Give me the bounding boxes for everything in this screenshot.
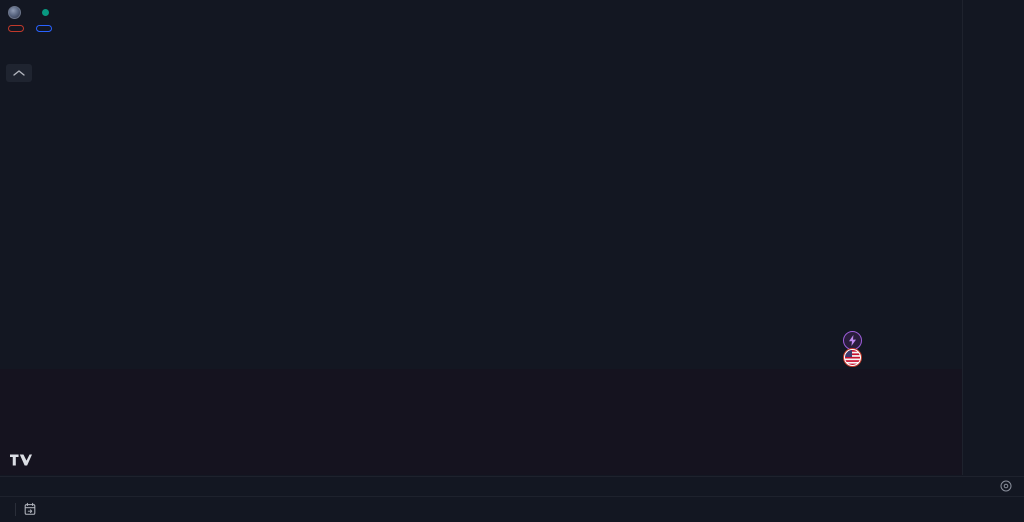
collapse-legend-button[interactable] [6,64,32,82]
bottom-toolbar[interactable] [0,496,1024,522]
rsi-chart-canvas[interactable] [0,369,962,475]
price-chart-pane[interactable] [0,0,962,368]
tradingview-watermark [10,453,38,467]
calendar-icon[interactable] [23,502,37,516]
axis-settings-icon[interactable] [1000,480,1012,492]
toolbar-divider [15,502,16,516]
us-flag-event-marker[interactable] [843,348,862,367]
chart-legend [8,4,96,37]
tradingview-logo-icon [10,454,32,466]
rsi-indicator-pane[interactable] [0,369,962,475]
lightning-icon [849,335,856,346]
us-flag-icon [845,350,860,365]
symbol-row [8,4,96,21]
buy-sell-panel [8,25,96,32]
ethereum-logo-icon [8,6,21,19]
sell-button[interactable] [8,25,24,32]
chevron-up-icon [13,70,25,76]
price-scale-axis[interactable] [962,0,1024,475]
live-status-dot [42,9,49,16]
price-chart-canvas[interactable] [0,0,962,368]
time-scale-axis[interactable] [0,476,1024,496]
buy-button[interactable] [36,25,52,32]
